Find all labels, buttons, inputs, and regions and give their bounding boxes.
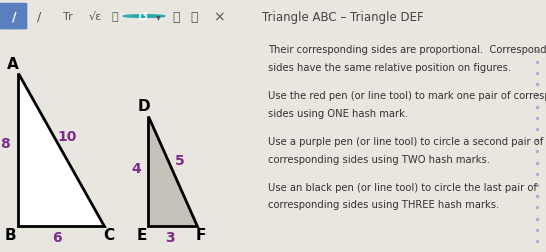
Text: ⌢: ⌢ [172, 11, 180, 23]
Text: ⌢: ⌢ [190, 11, 198, 23]
Text: corresponding sides using THREE hash marks.: corresponding sides using THREE hash mar… [268, 200, 499, 210]
Text: 5: 5 [175, 153, 185, 167]
Text: sides using ONE hash mark.: sides using ONE hash mark. [268, 108, 408, 118]
Text: 6: 6 [52, 230, 62, 244]
Text: corresponding sides using TWO hash marks.: corresponding sides using TWO hash marks… [268, 154, 490, 164]
Text: 10: 10 [58, 130, 77, 143]
Text: Tr: Tr [63, 12, 73, 22]
Text: 🖊: 🖊 [112, 12, 118, 22]
Text: C: C [103, 227, 115, 242]
Text: F: F [196, 227, 206, 242]
Text: Use the red pen (or line tool) to mark one pair of corresponding: Use the red pen (or line tool) to mark o… [268, 91, 546, 101]
Text: Use a purple pen (or line tool) to circle a second pair of: Use a purple pen (or line tool) to circl… [268, 137, 543, 146]
Text: Triangle ABC – Triangle DEF: Triangle ABC – Triangle DEF [262, 11, 424, 23]
Text: /: / [37, 11, 41, 23]
Text: ▾: ▾ [156, 12, 161, 22]
Polygon shape [18, 73, 104, 226]
Text: ↺: ↺ [138, 11, 148, 23]
Text: 4: 4 [131, 161, 141, 175]
Polygon shape [148, 117, 197, 226]
Text: B: B [4, 227, 16, 242]
Circle shape [123, 16, 165, 18]
Text: 3: 3 [165, 230, 175, 244]
Text: Use an black pen (or line tool) to circle the last pair of: Use an black pen (or line tool) to circl… [268, 182, 537, 192]
FancyBboxPatch shape [0, 4, 27, 30]
Text: A: A [7, 57, 19, 72]
Text: /: / [12, 11, 16, 23]
Text: 8: 8 [1, 136, 10, 150]
Text: Their corresponding sides are proportional.  Corresponding: Their corresponding sides are proportion… [268, 45, 546, 55]
Text: √ε: √ε [88, 12, 102, 22]
Text: D: D [138, 99, 150, 113]
Text: sides have the same relative position on figures.: sides have the same relative position on… [268, 62, 511, 72]
Text: ×: × [213, 10, 224, 24]
Text: E: E [136, 227, 146, 242]
